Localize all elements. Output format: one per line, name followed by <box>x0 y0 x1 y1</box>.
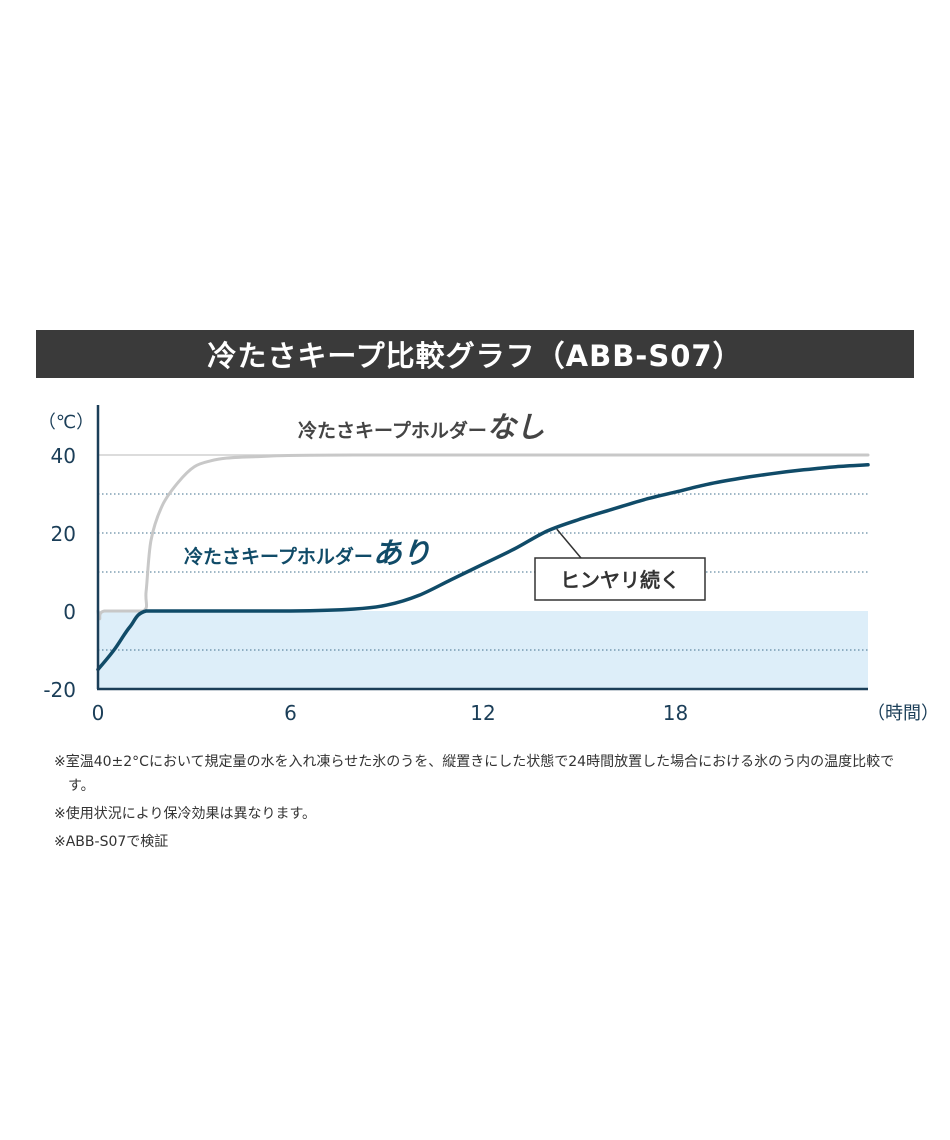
temperature-chart: 40 20 0 -20 0 6 12 18 （℃） （時間） 冷たさキープホルダーなし冷たさキープホ… <box>38 405 939 725</box>
y-unit-label: （℃） <box>38 412 94 433</box>
x-tick-label: 18 <box>663 701 688 725</box>
series-label-without-holder: 冷たさキープホルダーなし <box>298 410 545 444</box>
footnotes: ※室温40±2°Cにおいて規定量の水を入れ凍らせた氷のうを、縦置きにした状態で2… <box>54 750 914 858</box>
x-tick-label: 12 <box>470 701 495 725</box>
chart-title: 冷たさキープ比較グラフ（ABB-S07） <box>207 339 743 373</box>
x-tick-label: 6 <box>284 701 297 725</box>
title-bar: 冷たさキープ比較グラフ（ABB-S07） <box>36 330 914 378</box>
annotation-box <box>534 557 706 601</box>
annotation-leader-line <box>556 528 582 559</box>
series-label-with-holder: 冷たさキープホルダーあり <box>184 536 431 570</box>
x-tick-label: 0 <box>92 701 105 725</box>
footnote: ※ABB-S07で検証 <box>54 834 169 850</box>
y-tick-label: -20 <box>43 678 76 702</box>
annotation-label: ヒンヤリ続く <box>560 568 680 592</box>
series-line-without-holder <box>96 453 870 621</box>
y-tick-label: 20 <box>51 522 76 546</box>
y-tick-label: 0 <box>63 600 76 624</box>
x-unit-label: （時間） <box>867 703 939 724</box>
series-line-with-holder <box>96 463 870 672</box>
y-tick-label: 40 <box>51 444 76 468</box>
footnote: ※室温40±2°Cにおいて規定量の水を入れ凍らせた氷のうを、縦置きにした状態で2… <box>54 754 895 794</box>
footnote: ※使用状況により保冷効果は異なります。 <box>54 806 317 822</box>
